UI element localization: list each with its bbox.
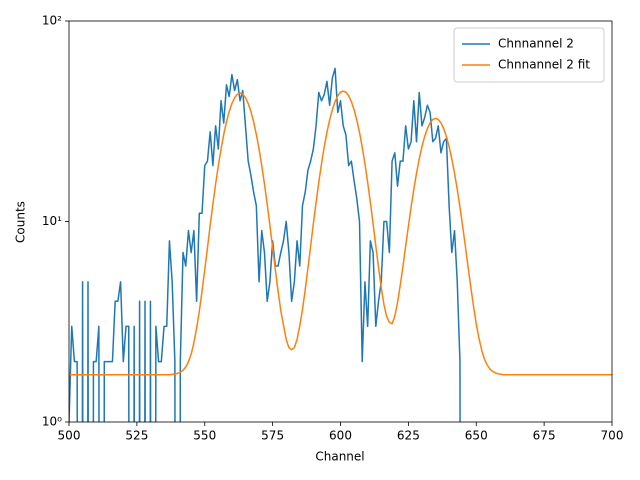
x-tick-label: 625	[397, 429, 420, 443]
x-tick-label: 650	[465, 429, 488, 443]
plot-frame	[68, 20, 613, 423]
series-line	[69, 90, 612, 376]
x-tick-label: 525	[125, 429, 148, 443]
series-line	[69, 67, 461, 422]
legend-label: Chnnannel 2 fit	[498, 58, 590, 72]
y-axis-label: Counts	[14, 201, 28, 243]
plot-area	[69, 67, 612, 422]
legend-label: Chnnannel 2	[498, 37, 574, 51]
x-tick-label: 675	[533, 429, 556, 443]
x-tick-label: 550	[193, 429, 216, 443]
x-tick-label: 700	[601, 429, 624, 443]
x-axis-label: Channel	[315, 450, 364, 464]
legend-box	[453, 27, 605, 83]
x-tick-label: 500	[58, 429, 81, 443]
y-tick-label: 10²	[42, 14, 62, 28]
y-tick-label: 10⁰	[42, 415, 62, 429]
x-tick-label: 575	[261, 429, 284, 443]
x-tick-label: 600	[329, 429, 352, 443]
y-tick-label: 10¹	[42, 214, 62, 228]
